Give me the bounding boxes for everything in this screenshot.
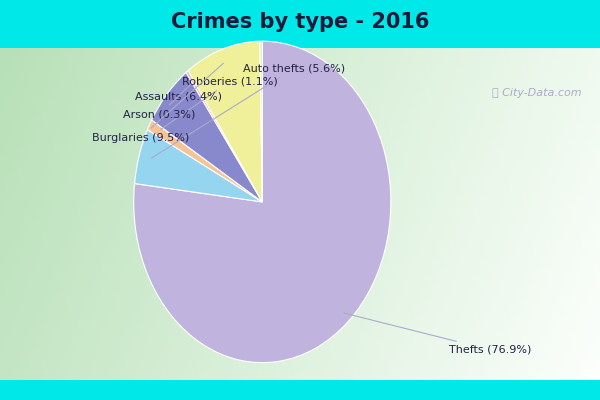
Text: ⓘ City-Data.com: ⓘ City-Data.com [492, 88, 581, 98]
Wedge shape [260, 41, 262, 202]
Wedge shape [188, 41, 262, 202]
Wedge shape [148, 120, 262, 202]
Text: Arson (0.3%): Arson (0.3%) [123, 84, 196, 120]
Wedge shape [152, 72, 262, 202]
Text: Burglaries (9.5%): Burglaries (9.5%) [92, 63, 223, 143]
Wedge shape [134, 130, 262, 202]
Text: Auto thefts (5.6%): Auto thefts (5.6%) [151, 63, 346, 158]
Text: Crimes by type - 2016: Crimes by type - 2016 [171, 12, 429, 32]
Text: Thefts (76.9%): Thefts (76.9%) [344, 313, 531, 355]
Text: Murders (0.3%): Murders (0.3%) [0, 399, 1, 400]
Wedge shape [134, 41, 391, 363]
Text: Robberies (1.1%): Robberies (1.1%) [161, 76, 278, 129]
Text: Assaults (6.4%): Assaults (6.4%) [135, 92, 222, 102]
Wedge shape [186, 71, 262, 202]
